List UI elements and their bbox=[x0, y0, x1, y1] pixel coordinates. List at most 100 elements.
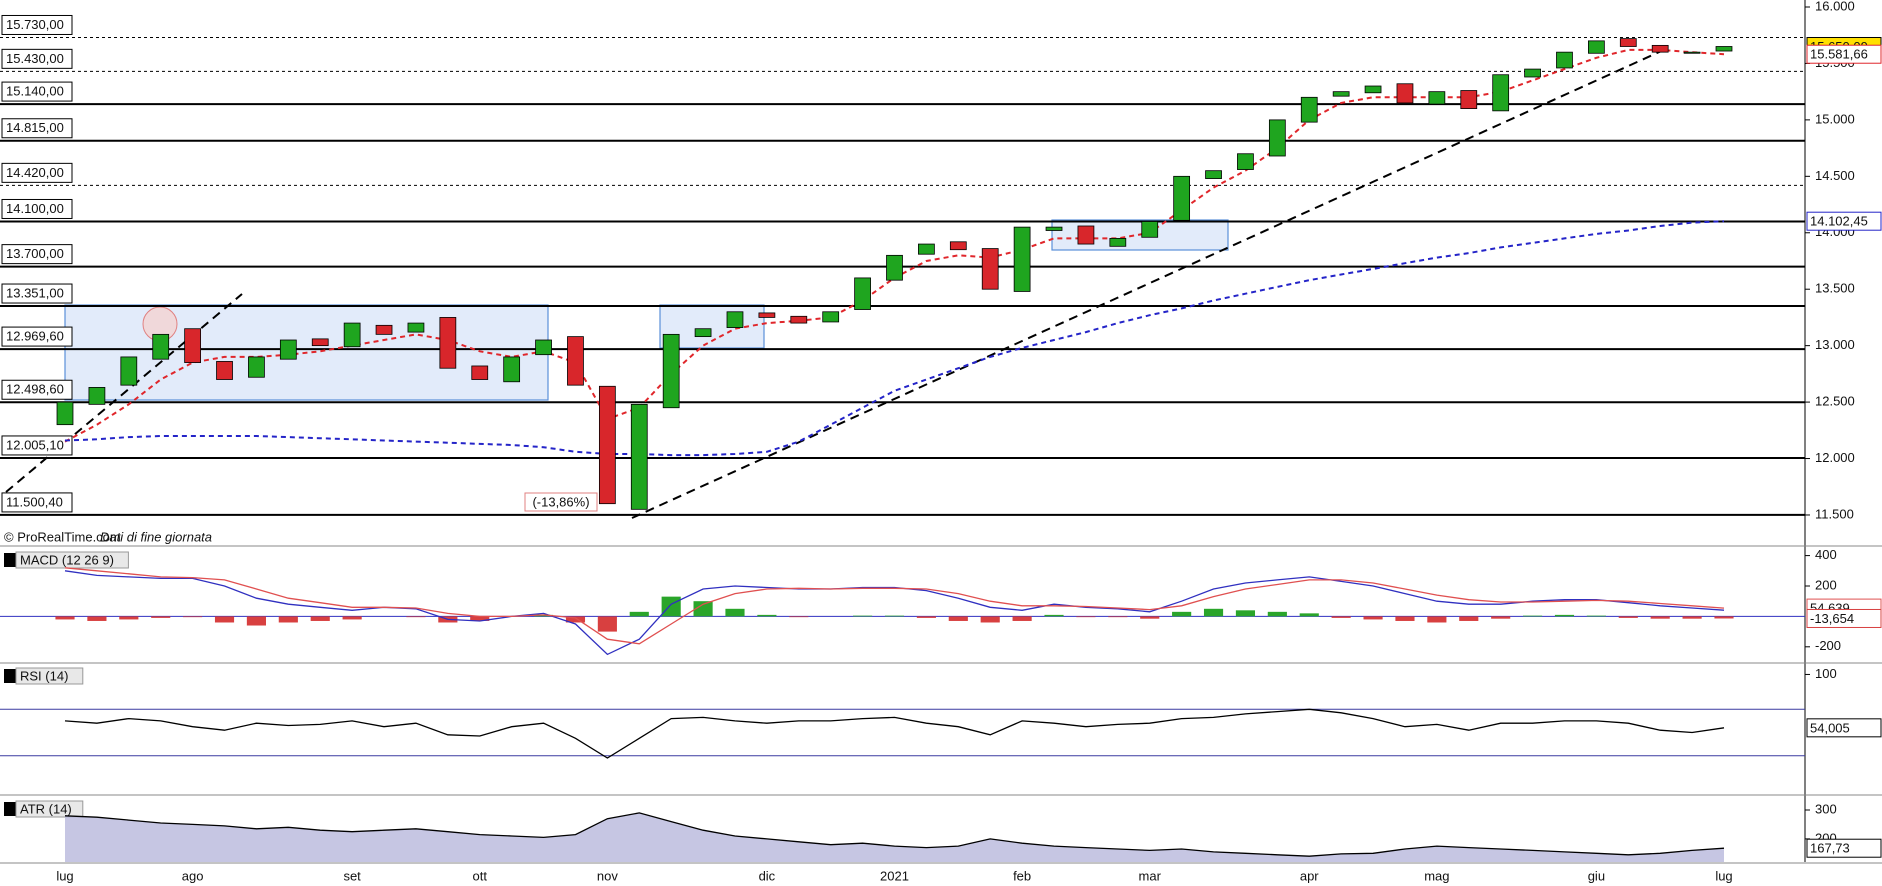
histogram-bar bbox=[1586, 615, 1606, 617]
indicator-line bbox=[64, 708, 1725, 759]
histogram-bar bbox=[693, 601, 713, 617]
candle bbox=[1651, 44, 1669, 53]
candle bbox=[886, 254, 903, 281]
level-label: 15.430,00 bbox=[6, 51, 64, 66]
price-tag bbox=[1806, 718, 1882, 738]
level-label-box bbox=[1, 14, 73, 35]
level-label: 12.969,60 bbox=[6, 329, 64, 344]
histogram-bar bbox=[916, 616, 936, 618]
level-label-box bbox=[1, 48, 73, 69]
candle bbox=[822, 311, 840, 323]
x-tick-label: nov bbox=[597, 868, 618, 883]
candle bbox=[949, 241, 967, 251]
level-label-box bbox=[1, 162, 73, 183]
level-label: 14.100,00 bbox=[6, 201, 64, 216]
x-tick-label: ott bbox=[473, 868, 488, 883]
level-label: 12.498,60 bbox=[6, 382, 64, 397]
histogram-bar bbox=[1427, 616, 1447, 623]
candle bbox=[1396, 83, 1414, 104]
histogram-bar bbox=[629, 611, 649, 617]
candle bbox=[184, 328, 201, 363]
y-tick-label: 16.000 bbox=[1815, 0, 1855, 13]
histogram-bar bbox=[1491, 616, 1511, 619]
price-tag bbox=[1806, 608, 1882, 628]
y-tick-label: 13.500 bbox=[1815, 281, 1855, 296]
candle bbox=[1013, 226, 1031, 292]
candle bbox=[981, 248, 999, 290]
candle bbox=[1045, 226, 1063, 231]
trend-line bbox=[631, 47, 1669, 519]
candle bbox=[758, 312, 776, 318]
histogram-bar bbox=[1395, 616, 1415, 621]
candle bbox=[1556, 51, 1573, 69]
histogram-bar bbox=[661, 596, 681, 617]
histogram-bar bbox=[406, 616, 426, 618]
histogram-bar bbox=[789, 616, 809, 618]
x-tick-label: feb bbox=[1013, 868, 1031, 883]
y-tick-label: 11.500 bbox=[1815, 506, 1854, 521]
candle bbox=[1619, 38, 1637, 47]
candle bbox=[120, 356, 138, 386]
annotation-box bbox=[524, 492, 598, 512]
level-label: 15.730,00 bbox=[6, 17, 64, 32]
candle bbox=[56, 401, 74, 426]
candle bbox=[1205, 170, 1222, 179]
histogram-bar bbox=[1076, 616, 1096, 618]
histogram-bar bbox=[1044, 614, 1064, 617]
panel-title-box bbox=[15, 800, 84, 818]
candle bbox=[1715, 46, 1733, 52]
price-tag bbox=[1806, 838, 1882, 858]
candle bbox=[1268, 119, 1286, 157]
level-label: 13.700,00 bbox=[6, 246, 64, 261]
y-tick-label: -200 bbox=[1815, 638, 1841, 653]
y-tick-label: 15.000 bbox=[1815, 111, 1855, 126]
x-tick-label: giu bbox=[1588, 868, 1605, 883]
histogram-bar bbox=[246, 616, 266, 626]
histogram-bar bbox=[1140, 616, 1160, 619]
histogram-bar bbox=[1459, 616, 1479, 621]
candle bbox=[216, 361, 233, 380]
indicator-line bbox=[64, 567, 1725, 645]
level-label-box bbox=[1, 379, 73, 400]
price-tag-label: 167,73 bbox=[1810, 841, 1850, 856]
candle bbox=[152, 333, 170, 360]
panel-title-box bbox=[15, 667, 84, 685]
panel-title: ATR (14) bbox=[20, 801, 72, 816]
histogram-bar bbox=[183, 616, 203, 618]
x-tick-label: lug bbox=[56, 868, 73, 883]
candle bbox=[854, 277, 871, 310]
histogram-bar bbox=[1235, 610, 1256, 617]
level-label-box bbox=[1, 283, 73, 304]
moving-average bbox=[64, 220, 1725, 457]
y-tick-label: 14.500 bbox=[1815, 168, 1855, 183]
candle bbox=[279, 339, 297, 360]
x-tick-label: lug bbox=[1715, 868, 1732, 883]
histogram-bar bbox=[853, 615, 873, 617]
candle bbox=[630, 403, 648, 510]
histogram-bar bbox=[55, 616, 75, 620]
level-label-box bbox=[1, 198, 73, 219]
level-label: 13.351,00 bbox=[6, 285, 64, 300]
candle bbox=[1492, 74, 1510, 112]
histogram-bar bbox=[1172, 611, 1192, 617]
panel-title-icon bbox=[4, 669, 16, 683]
price-tag-label: 54,005 bbox=[1810, 720, 1850, 735]
candle bbox=[1588, 40, 1605, 54]
candle bbox=[694, 328, 712, 338]
level-label-box bbox=[1, 326, 73, 347]
level-label: 14.815,00 bbox=[6, 120, 64, 135]
level-label-box bbox=[1, 244, 73, 265]
y-tick-label: 12.500 bbox=[1815, 394, 1855, 409]
area bbox=[65, 812, 1724, 862]
candle bbox=[343, 322, 361, 348]
candle bbox=[1332, 91, 1350, 97]
histogram-bar bbox=[980, 616, 1000, 623]
level-label-box bbox=[1, 492, 73, 513]
histogram-bar bbox=[342, 616, 362, 620]
candle bbox=[439, 317, 457, 369]
histogram-bar bbox=[119, 616, 139, 620]
histogram-bar bbox=[1523, 615, 1543, 617]
source-note: Dati di fine giornata bbox=[100, 529, 212, 544]
